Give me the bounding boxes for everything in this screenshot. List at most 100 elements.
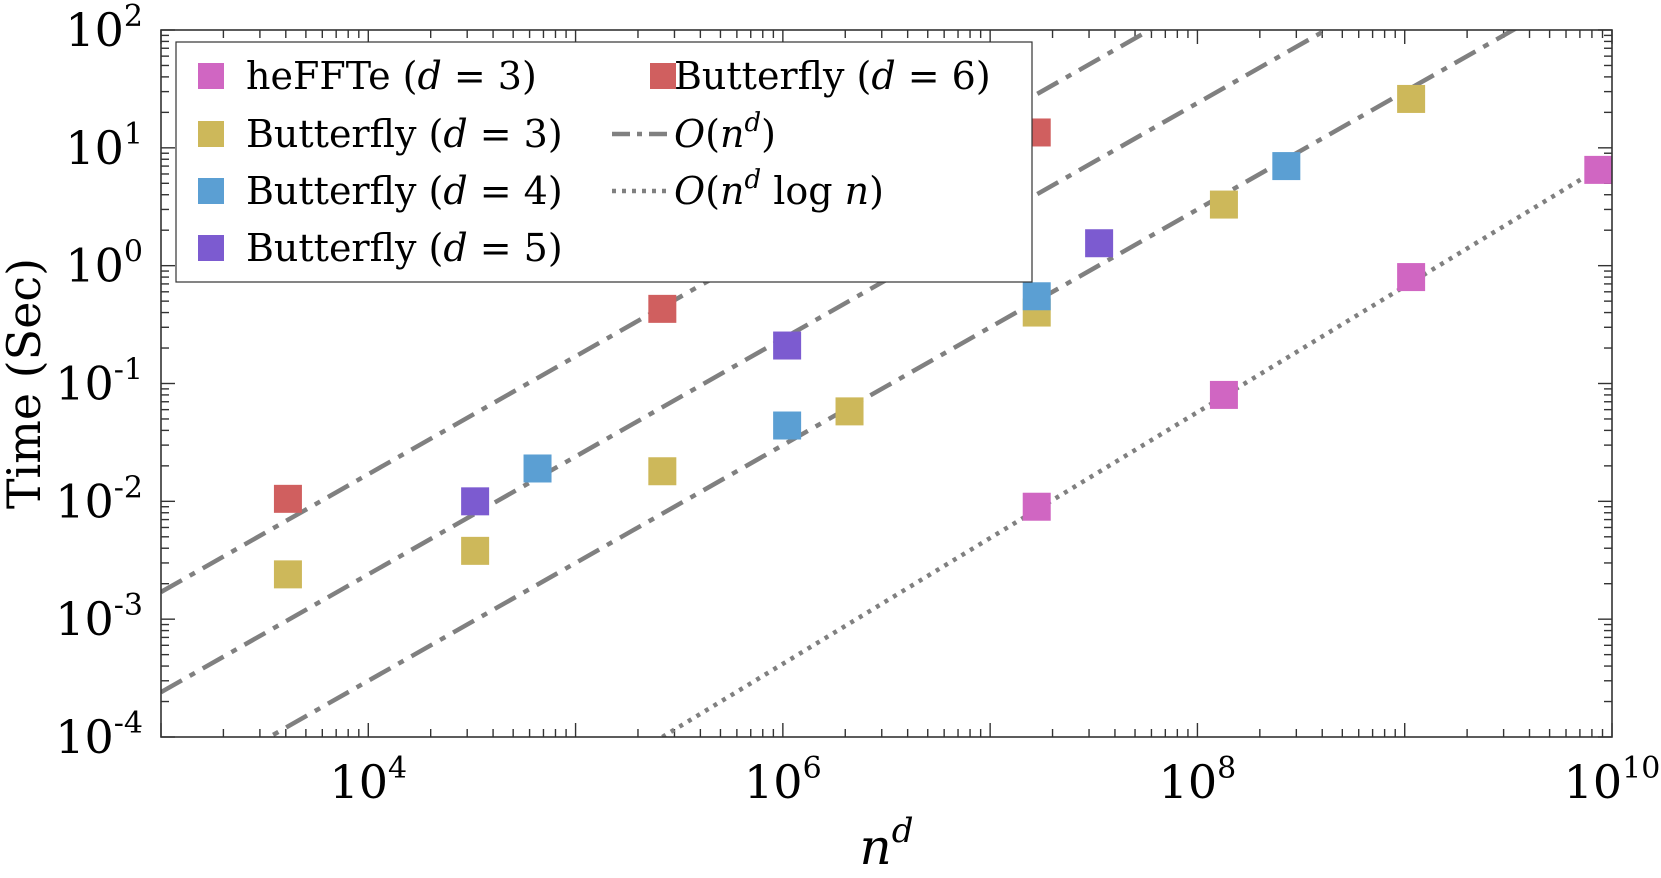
legend: heFFTe (d = 3)Butterfly (d = 3)Butterfly… (175, 41, 1033, 283)
x-tick-base: 10 (329, 755, 388, 809)
data-point-series-1 (1022, 492, 1051, 521)
legend-label-series-1: heFFTe (d = 3) (246, 54, 537, 98)
legend-swatch-series-3 (198, 178, 224, 204)
legend-label-nd: O(nd) (674, 108, 776, 156)
legend-label-main: Butterfly ( (246, 169, 443, 213)
data-point-series-2 (461, 536, 490, 565)
data-point-series-3 (1022, 282, 1051, 311)
y-tick-label: 10-3 (55, 588, 143, 646)
x-tick-label: 1010 (1564, 751, 1661, 809)
x-tick-base: 10 (744, 755, 803, 809)
data-point-series-2 (648, 457, 677, 486)
legend-label-var: d (443, 112, 467, 156)
x-tick-exponent: 8 (1217, 751, 1236, 786)
legend-label-rest: = 4) (468, 169, 563, 213)
legend-swatch-series-4 (198, 235, 224, 261)
data-point-series-3 (773, 411, 802, 440)
legend-label-series-4: Butterfly (d = 5) (246, 226, 563, 270)
y-tick-base: 10 (55, 710, 114, 764)
y-tick-label: 10-2 (55, 470, 143, 528)
data-point-series-3 (1272, 152, 1301, 181)
legend-n2: n (845, 169, 869, 213)
x-tick-label: 104 (329, 751, 407, 809)
data-point-series-2 (835, 397, 864, 426)
x-tick-label: 108 (1159, 751, 1237, 809)
legend-label-var: d (417, 54, 441, 98)
y-tick-exponent: 2 (124, 0, 143, 34)
y-tick-exponent: -1 (114, 353, 143, 388)
y-tick-exponent: -3 (114, 588, 143, 623)
data-point-series-2 (1397, 84, 1426, 113)
y-tick-base: 10 (55, 357, 114, 411)
legend-label-main: Butterfly ( (674, 54, 871, 98)
legend-paren-close: ) (869, 169, 884, 213)
x-tick-base: 10 (1159, 755, 1218, 809)
legend-label-main: Butterfly ( (246, 226, 443, 270)
y-tick-base: 10 (65, 239, 124, 293)
legend-swatch-series-2 (198, 121, 224, 147)
legend-box (175, 41, 1033, 283)
legend-label-var: d (443, 169, 467, 213)
legend-sup: d (744, 165, 761, 195)
y-axis-title: Time (Sec) (0, 258, 51, 509)
y-tick-label: 10-4 (55, 706, 143, 764)
legend-label-var: d (871, 54, 895, 98)
legend-n: n (720, 169, 744, 213)
data-point-series-1 (1209, 380, 1238, 409)
legend-label-series-2: Butterfly (d = 3) (246, 112, 563, 156)
x-tick-exponent: 6 (803, 751, 822, 786)
data-point-series-2 (1209, 190, 1238, 219)
legend-paren: ( (705, 169, 720, 213)
legend-label-rest: = 5) (468, 226, 563, 270)
data-point-series-4 (773, 331, 802, 360)
legend-label-rest: = 3) (442, 54, 537, 98)
legend-log: log (761, 169, 845, 213)
x-tick-exponent: 4 (388, 751, 407, 786)
data-point-series-1 (1584, 155, 1613, 184)
data-point-series-2 (273, 560, 302, 589)
x-tick-base: 10 (1564, 755, 1623, 809)
legend-sup: d (744, 108, 761, 138)
y-tick-label: 101 (65, 117, 143, 175)
legend-swatch-series-5 (650, 63, 676, 89)
x-tick-exponent: 10 (1622, 751, 1660, 786)
data-point-series-1 (1397, 263, 1426, 292)
x-tick-label: 106 (744, 751, 822, 809)
legend-paren: ( (705, 112, 720, 156)
axis-titles: nd Time (Sec) (0, 258, 913, 876)
legend-O: O (674, 112, 705, 156)
data-point-series-3 (523, 454, 552, 483)
legend-label-main: heFFTe ( (246, 54, 417, 98)
legend-label-series-5: Butterfly (d = 6) (674, 54, 991, 98)
ref-line-nd-3 (264, 30, 1518, 737)
data-point-series-5 (648, 294, 677, 323)
y-tick-exponent: 1 (124, 117, 143, 152)
y-tick-base: 10 (65, 121, 124, 175)
y-tick-base: 10 (55, 474, 114, 528)
y-tick-exponent: 0 (124, 235, 143, 270)
legend-label-main: Butterfly ( (246, 112, 443, 156)
y-tick-label: 102 (65, 0, 143, 57)
legend-label-rest: = 6) (896, 54, 991, 98)
legend-label-var: d (443, 226, 467, 270)
y-tick-exponent: -2 (114, 470, 143, 505)
plot-frame (160, 29, 1613, 738)
y-tick-label: 10-1 (55, 353, 143, 411)
legend-swatch-series-1 (198, 63, 224, 89)
legend-n: n (720, 112, 744, 156)
legend-label-series-3: Butterfly (d = 4) (246, 169, 563, 213)
data-point-series-4 (461, 487, 490, 516)
x-axis-title-d: d (892, 811, 914, 851)
x-axis-title: nd (860, 811, 914, 876)
legend-paren-close: ) (761, 112, 776, 156)
y-tick-base: 10 (65, 3, 124, 57)
data-points (273, 84, 1613, 589)
legend-label-ndlogn: O(nd log n) (674, 165, 884, 213)
legend-O: O (674, 169, 705, 213)
x-axis-title-n: n (860, 818, 892, 876)
legend-label-rest: = 3) (468, 112, 563, 156)
data-point-series-4 (1085, 229, 1114, 258)
y-tick-exponent: -4 (114, 706, 143, 741)
